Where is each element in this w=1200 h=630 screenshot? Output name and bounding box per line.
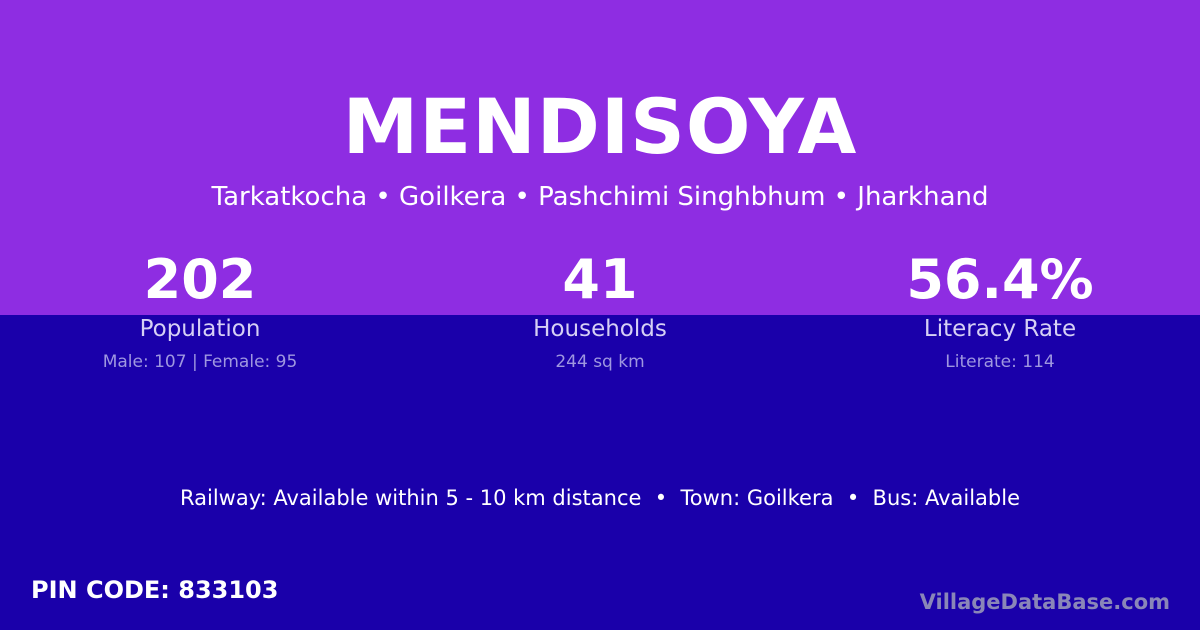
- stat-label: Literacy Rate: [923, 316, 1077, 342]
- stat-value: 56.4%: [906, 248, 1094, 311]
- stat-value: 41: [562, 248, 638, 311]
- stat-detail: Male: 107 | Female: 95: [102, 352, 298, 372]
- location-breadcrumb: Tarkatkocha • Goilkera • Pashchimi Singh…: [211, 182, 989, 212]
- stat-label: Population: [139, 316, 261, 342]
- pin-code: PIN CODE: 833103: [31, 576, 279, 604]
- stat-detail: 244 sq km: [555, 352, 645, 372]
- stat-label: Households: [533, 316, 667, 342]
- stat-detail: Literate: 114: [945, 352, 1055, 372]
- header-band: [0, 0, 1200, 315]
- connectivity-info: Railway: Available within 5 - 10 km dist…: [179, 486, 1021, 510]
- stat-population: 202 Population Male: 107 | Female: 95: [0, 248, 400, 372]
- brand-logo: VillageDataBase.com: [919, 590, 1170, 614]
- stat-households: 41 Households 244 sq km: [400, 248, 800, 372]
- stat-value: 202: [143, 248, 257, 311]
- stat-literacy: 56.4% Literacy Rate Literate: 114: [800, 248, 1200, 372]
- village-title: MENDISOYA: [342, 82, 858, 171]
